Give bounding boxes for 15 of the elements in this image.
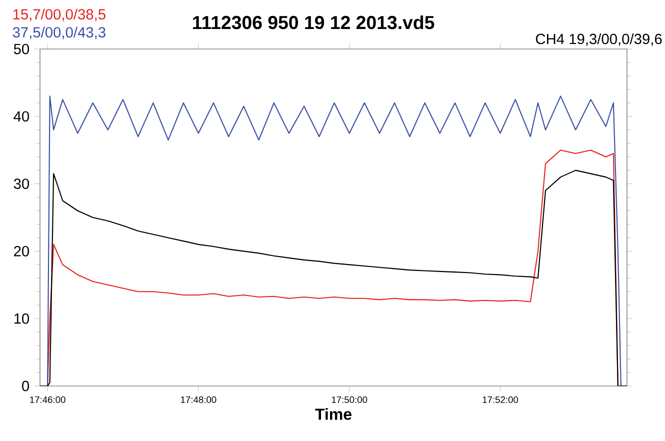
text: 15,7/00,0/38,5 — [13, 8, 106, 22]
text: CH4 19,3/00,0/39,6 — [536, 33, 662, 46]
x-tick-label: 17:50:00 — [332, 396, 368, 403]
y-tick-label: 20 — [14, 246, 30, 256]
y-tick-label: 30 — [14, 178, 30, 189]
y-tick-label: 40 — [14, 111, 30, 122]
chart-title: 1112306 950 19 12 2013.vd5 — [193, 15, 434, 30]
x-tick-label: 17:52:00 — [482, 396, 518, 403]
y-tick-label: 0 — [22, 380, 30, 392]
x-axis-title: Time — [315, 408, 352, 420]
x-tick-label: 17:48:00 — [180, 396, 216, 403]
y-tick-label: 10 — [14, 313, 30, 324]
text: 37,5/00,0/43,3 — [12, 26, 106, 40]
x-tick-label: 17:46:00 — [30, 396, 66, 403]
y-tick-label: 50 — [14, 44, 30, 54]
